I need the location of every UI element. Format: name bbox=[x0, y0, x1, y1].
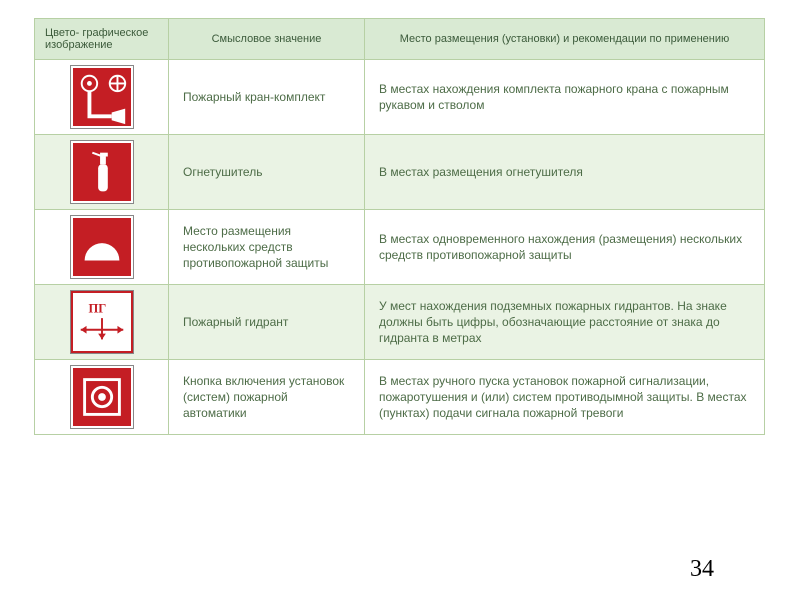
alarm-button-icon bbox=[71, 366, 133, 428]
table-row: Пожарный кран-комплект В местах нахожден… bbox=[35, 60, 765, 135]
meaning-cell: Пожарный гидрант bbox=[169, 285, 365, 360]
page-number: 34 bbox=[690, 556, 714, 583]
table-row: Кнопка включения установок (систем) пожа… bbox=[35, 360, 765, 435]
multi-equipment-icon bbox=[71, 216, 133, 278]
hydrant-icon: ПГ bbox=[71, 291, 133, 353]
table-row: Место размещения нескольких средств прот… bbox=[35, 210, 765, 285]
extinguisher-icon bbox=[71, 141, 133, 203]
col-header-icon: Цвето- графическое изображение bbox=[35, 19, 169, 60]
hose-reel-icon bbox=[71, 66, 133, 128]
table-row: Огнетушитель В местах размещения огнетуш… bbox=[35, 135, 765, 210]
col-header-meaning: Смысловое значение bbox=[169, 19, 365, 60]
meaning-cell: Кнопка включения установок (систем) пожа… bbox=[169, 360, 365, 435]
placement-cell: В местах одновременного нахождения (разм… bbox=[365, 210, 765, 285]
placement-cell: В местах нахождения комплекта пожарного … bbox=[365, 60, 765, 135]
meaning-cell: Место размещения нескольких средств прот… bbox=[169, 210, 365, 285]
meaning-cell: Пожарный кран-комплект bbox=[169, 60, 365, 135]
meaning-cell: Огнетушитель bbox=[169, 135, 365, 210]
fire-signs-table: Цвето- графическое изображение Смысловое… bbox=[34, 18, 765, 435]
placement-cell: В местах ручного пуска установок пожарно… bbox=[365, 360, 765, 435]
col-header-place: Место размещения (установки) и рекоменда… bbox=[365, 19, 765, 60]
placement-cell: У мест нахождения подземных пожарных гид… bbox=[365, 285, 765, 360]
hydrant-label: ПГ bbox=[88, 301, 106, 315]
table-row: ПГ Пожарный гидрант У мест нахождения по… bbox=[35, 285, 765, 360]
placement-cell: В местах размещения огнетушителя bbox=[365, 135, 765, 210]
